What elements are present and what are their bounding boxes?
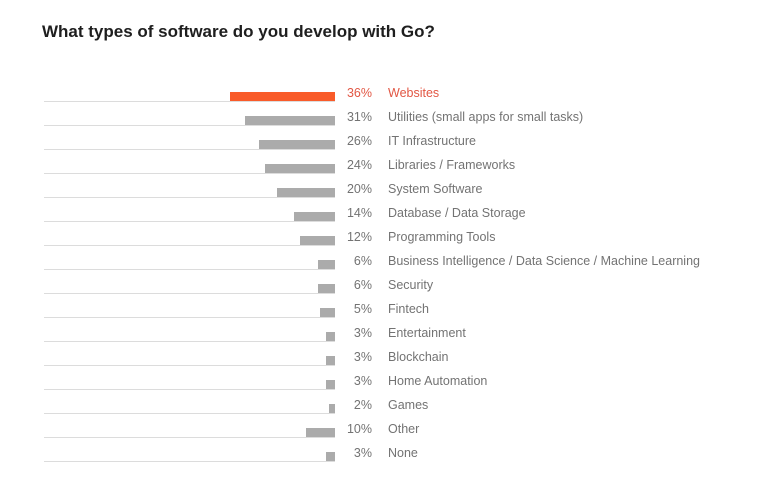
bar-label: Other	[388, 422, 420, 436]
chart-row: 3% Blockchain	[0, 342, 764, 366]
bar-value: 6%	[353, 278, 372, 292]
bar	[317, 284, 335, 293]
bar-label: System Software	[388, 182, 483, 196]
bar-label: Blockchain	[388, 350, 449, 364]
bar-track	[44, 212, 335, 222]
bar-value: 26%	[346, 134, 372, 148]
bar-track	[44, 140, 335, 150]
bar-label: IT Infrastructure	[388, 134, 476, 148]
chart-row: 14% Database / Data Storage	[0, 198, 764, 222]
bar-label: Business Intelligence / Data Science / M…	[388, 254, 700, 268]
bar-track	[44, 452, 335, 462]
bar-label: Libraries / Frameworks	[388, 158, 516, 172]
bar-label: Websites	[388, 86, 440, 100]
bar-label: Games	[388, 398, 429, 412]
chart-row: 26% IT Infrastructure	[0, 126, 764, 150]
bar-track	[44, 260, 335, 270]
chart-row: 3% Entertainment	[0, 318, 764, 342]
bar-track	[44, 92, 335, 102]
bar-value: 3%	[353, 446, 372, 460]
bar-value: 3%	[353, 374, 372, 388]
bar-label: Programming Tools	[388, 230, 496, 244]
bar-highlight	[230, 92, 335, 101]
bar-label: Home Automation	[388, 374, 488, 388]
bar	[276, 188, 335, 197]
bar-value: 20%	[346, 182, 372, 196]
bar	[244, 116, 335, 125]
bar-value: 14%	[346, 206, 372, 220]
bar-value: 10%	[346, 422, 372, 436]
chart-row: 6% Business Intelligence / Data Science /…	[0, 246, 764, 270]
bar-track	[44, 428, 335, 438]
bar-track	[44, 284, 335, 294]
chart-title: What types of software do you develop wi…	[42, 22, 435, 41]
bar	[317, 260, 335, 269]
chart-row: 3% Home Automation	[0, 366, 764, 390]
bar-label: None	[388, 446, 418, 460]
chart-row: 24% Libraries / Frameworks	[0, 150, 764, 174]
bar-label: Utilities (small apps for small tasks)	[388, 110, 584, 124]
survey-chart-page: What types of software do you develop wi…	[0, 20, 764, 500]
bar-value: 2%	[353, 398, 372, 412]
chart-row: 20% System Software	[0, 174, 764, 198]
chart-row: 31% Utilities (small apps for small tasks…	[0, 102, 764, 126]
bar	[265, 164, 335, 173]
bar	[326, 452, 335, 461]
bar-track	[44, 380, 335, 390]
bar	[326, 332, 335, 341]
bar-track	[44, 332, 335, 342]
bar	[329, 404, 335, 413]
bar-value: 24%	[346, 158, 372, 172]
bar-value: 5%	[353, 302, 372, 316]
bar-chart: 36% Websites 31% Utilities (small apps for …	[0, 78, 764, 462]
bar-label: Fintech	[388, 302, 429, 316]
bar	[305, 428, 335, 437]
bar-value: 3%	[353, 350, 372, 364]
bar-label: Security	[388, 278, 434, 292]
bar-track	[44, 188, 335, 198]
chart-row: 5% Fintech	[0, 294, 764, 318]
bar-track	[44, 164, 335, 174]
bar-value: 36%	[346, 86, 372, 100]
bar-value: 3%	[353, 326, 372, 340]
bar	[294, 212, 335, 221]
bar-track	[44, 308, 335, 318]
bar-track	[44, 236, 335, 246]
bar	[326, 380, 335, 389]
chart-row: 2% Games	[0, 390, 764, 414]
bar-value: 31%	[346, 110, 372, 124]
chart-row: 36% Websites	[0, 78, 764, 102]
bar-track	[44, 404, 335, 414]
bar-track	[44, 356, 335, 366]
bar	[259, 140, 335, 149]
bar	[326, 356, 335, 365]
bar	[300, 236, 335, 245]
bar-label: Entertainment	[388, 326, 466, 340]
chart-row: 10% Other	[0, 414, 764, 438]
chart-row: 12% Programming Tools	[0, 222, 764, 246]
bar-label: Database / Data Storage	[388, 206, 526, 220]
bar	[320, 308, 335, 317]
bar-value: 12%	[346, 230, 372, 244]
bar-value: 6%	[353, 254, 372, 268]
chart-row: 3% None	[0, 438, 764, 462]
chart-row: 6% Security	[0, 270, 764, 294]
bar-track	[44, 116, 335, 126]
